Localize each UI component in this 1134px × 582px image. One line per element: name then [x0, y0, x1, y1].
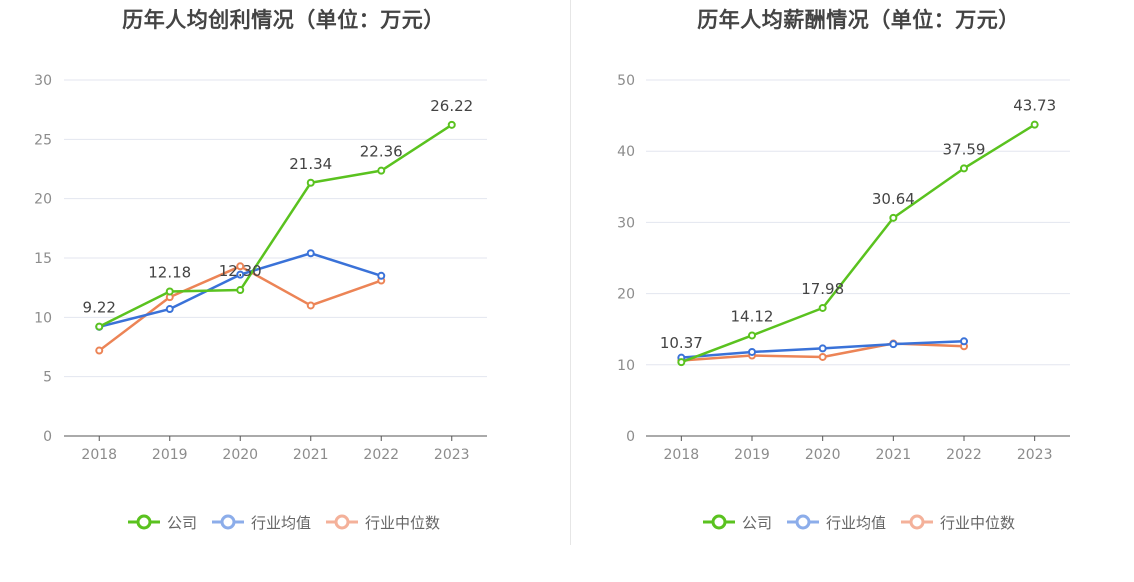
chart-title: 历年人均创利情况（单位：万元） [122, 8, 445, 32]
y-tick-label: 30 [617, 215, 635, 231]
y-tick-label: 30 [34, 73, 52, 89]
data-label: 43.73 [1013, 97, 1056, 115]
y-tick-label: 25 [34, 132, 52, 148]
x-tick-label: 2020 [805, 447, 841, 463]
data-point-industry-avg [306, 249, 315, 258]
data-point-industry-median [95, 346, 104, 355]
legend-item-company[interactable]: 公司 [702, 512, 772, 533]
data-point-company [236, 286, 245, 295]
legend-industry-median-icon [326, 514, 358, 530]
legend-item-industry-avg[interactable]: 行业均值 [786, 512, 886, 533]
salary-chart-svg: 0 10 20 30 40 50 2018 2019 2020 2021 2022 2023 10.37… [617, 73, 1070, 463]
data-point-company [748, 331, 756, 340]
data-label: 21.34 [289, 155, 332, 173]
chart-title: 历年人均薪酬情况（单位：万元） [697, 8, 1020, 32]
data-label: 17.98 [801, 280, 844, 298]
data-label: 30.64 [872, 190, 915, 208]
data-label: 14.12 [731, 307, 774, 325]
data-label: 26.22 [430, 97, 473, 115]
chart-panel-profit-per-capita: 历年人均创利情况（单位：万元） 0 5 10 15 20 25 30 2018 2019 2020… [0, 8, 567, 534]
data-point-company [447, 120, 456, 129]
data-point-company [677, 358, 686, 367]
series-line-company [98, 123, 453, 328]
legend-industry-avg-icon [211, 514, 244, 530]
data-point-industry-median [236, 262, 245, 271]
data-point-company [165, 287, 174, 296]
legend-label-company: 公司 [741, 513, 772, 532]
legend-item-company[interactable]: 公司 [127, 512, 197, 533]
y-tick-label: 0 [43, 429, 52, 445]
x-tick-label: 2018 [664, 447, 700, 463]
data-label: 22.36 [360, 143, 403, 161]
profit-chart-svg: 0 5 10 15 20 25 30 2018 2019 2020 2021 2022 2023 9.22… [34, 73, 487, 463]
series-line-company [680, 123, 1036, 364]
x-tick-label: 2018 [81, 447, 117, 463]
x-tick-label: 2023 [434, 447, 470, 463]
legend: 公司 行业均值 行业中位数 [583, 510, 1134, 534]
x-tick-label: 2020 [222, 447, 258, 463]
legend-label-industry-median: 行业中位数 [365, 513, 441, 532]
data-label: 12.18 [148, 263, 191, 281]
data-point-company [818, 303, 827, 312]
data-point-industry-avg [818, 344, 827, 353]
y-tick-label: 10 [617, 358, 635, 374]
x-tick-label: 2023 [1017, 447, 1053, 463]
panel-divider [570, 0, 571, 545]
data-point-company [960, 164, 968, 173]
data-point-industry-avg [960, 337, 968, 346]
legend-label-company: 公司 [166, 513, 197, 532]
data-label: 10.37 [660, 334, 703, 352]
x-tick-label: 2021 [293, 447, 329, 463]
data-point-industry-avg [236, 270, 245, 279]
legend-industry-median-icon [901, 514, 933, 530]
y-tick-label: 40 [617, 144, 635, 160]
y-tick-label: 15 [34, 251, 52, 267]
x-tick-label: 2019 [734, 447, 770, 463]
x-tick-label: 2019 [152, 447, 188, 463]
legend-company-icon [702, 514, 735, 530]
chart-panel-salary-per-capita: 历年人均薪酬情况（单位：万元） 0 10 20 30 40 50 2018 2019 2020 2… [583, 0, 1134, 582]
x-tick-label: 2022 [363, 447, 399, 463]
data-point-company [889, 213, 898, 222]
y-tick-label: 50 [617, 73, 635, 89]
y-tick-label: 10 [34, 310, 52, 326]
y-tick-label: 20 [617, 287, 635, 303]
data-point-industry-median [306, 301, 315, 310]
y-tick-label: 20 [34, 192, 52, 208]
data-point-company [1030, 120, 1039, 129]
data-point-industry-median [818, 352, 827, 361]
legend-company-icon [127, 514, 160, 530]
y-tick-label: 5 [43, 370, 52, 386]
legend: 公司 行业均值 行业中位数 [0, 510, 567, 534]
legend-label-industry-avg: 行业均值 [825, 513, 886, 532]
data-point-company [306, 178, 315, 187]
legend-industry-avg-icon [786, 514, 819, 530]
y-tick-label: 0 [626, 429, 635, 445]
data-label: 37.59 [943, 140, 986, 158]
x-tick-label: 2021 [876, 447, 912, 463]
data-point-industry-avg [889, 340, 898, 349]
legend-item-industry-avg[interactable]: 行业均值 [211, 512, 311, 533]
legend-item-industry-median[interactable]: 行业中位数 [325, 512, 440, 533]
data-point-industry-avg [165, 305, 174, 314]
data-point-industry-avg [377, 271, 386, 280]
data-label: 12.30 [219, 262, 262, 280]
legend-item-industry-median[interactable]: 行业中位数 [900, 512, 1015, 533]
data-point-company [377, 166, 386, 175]
legend-label-industry-avg: 行业均值 [250, 513, 311, 532]
data-point-industry-avg [748, 347, 756, 356]
data-label: 9.22 [83, 299, 116, 317]
data-point-company [95, 322, 104, 331]
legend-label-industry-median: 行业中位数 [940, 513, 1016, 532]
x-tick-label: 2022 [946, 447, 982, 463]
